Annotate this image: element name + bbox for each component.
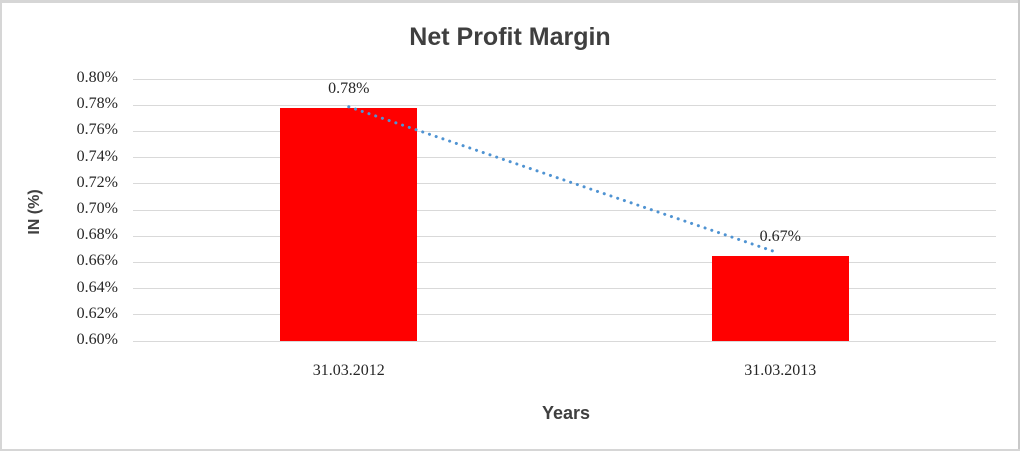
frame-border-bottom — [0, 449, 1020, 451]
chart-title: Net Profit Margin — [409, 23, 611, 51]
gridline — [133, 340, 996, 342]
y-tick-label: 0.64% — [76, 278, 118, 296]
bar-31.03.2013 — [711, 255, 849, 341]
y-tick-label: 0.78% — [76, 95, 118, 113]
y-tick-label: 0.60% — [76, 331, 118, 348]
y-tick-label: 0.76% — [76, 121, 118, 139]
y-tick-label: 0.70% — [76, 200, 118, 217]
frame-border-top — [0, 0, 1020, 3]
y-tick-label: 0.66% — [76, 252, 118, 270]
x-category-label: 31.03.2012 — [312, 362, 385, 379]
frame-border-left — [0, 0, 2, 451]
y-tick-label: 0.80% — [76, 69, 118, 86]
gridline — [133, 235, 996, 237]
y-tick-label: 0.68% — [76, 226, 118, 244]
gridline — [133, 183, 996, 185]
y-tick-label: 0.74% — [76, 147, 118, 165]
frame-border-right — [1018, 0, 1020, 451]
bar-data-label: 0.78% — [328, 79, 370, 97]
gridline — [133, 104, 996, 106]
x-axis-title: Years — [541, 403, 591, 423]
gridline — [133, 209, 996, 211]
y-tick-label: 0.72% — [76, 173, 118, 191]
gridline — [133, 157, 996, 159]
bar-data-label: 0.67% — [759, 227, 801, 245]
gridline — [133, 261, 996, 263]
gridline — [133, 288, 996, 290]
x-category-label: 31.03.2013 — [744, 362, 817, 379]
gridline — [133, 78, 996, 80]
gridline — [133, 314, 996, 316]
y-tick-label: 0.62% — [76, 304, 118, 322]
gridline — [133, 130, 996, 132]
bar-31.03.2012 — [280, 107, 418, 341]
